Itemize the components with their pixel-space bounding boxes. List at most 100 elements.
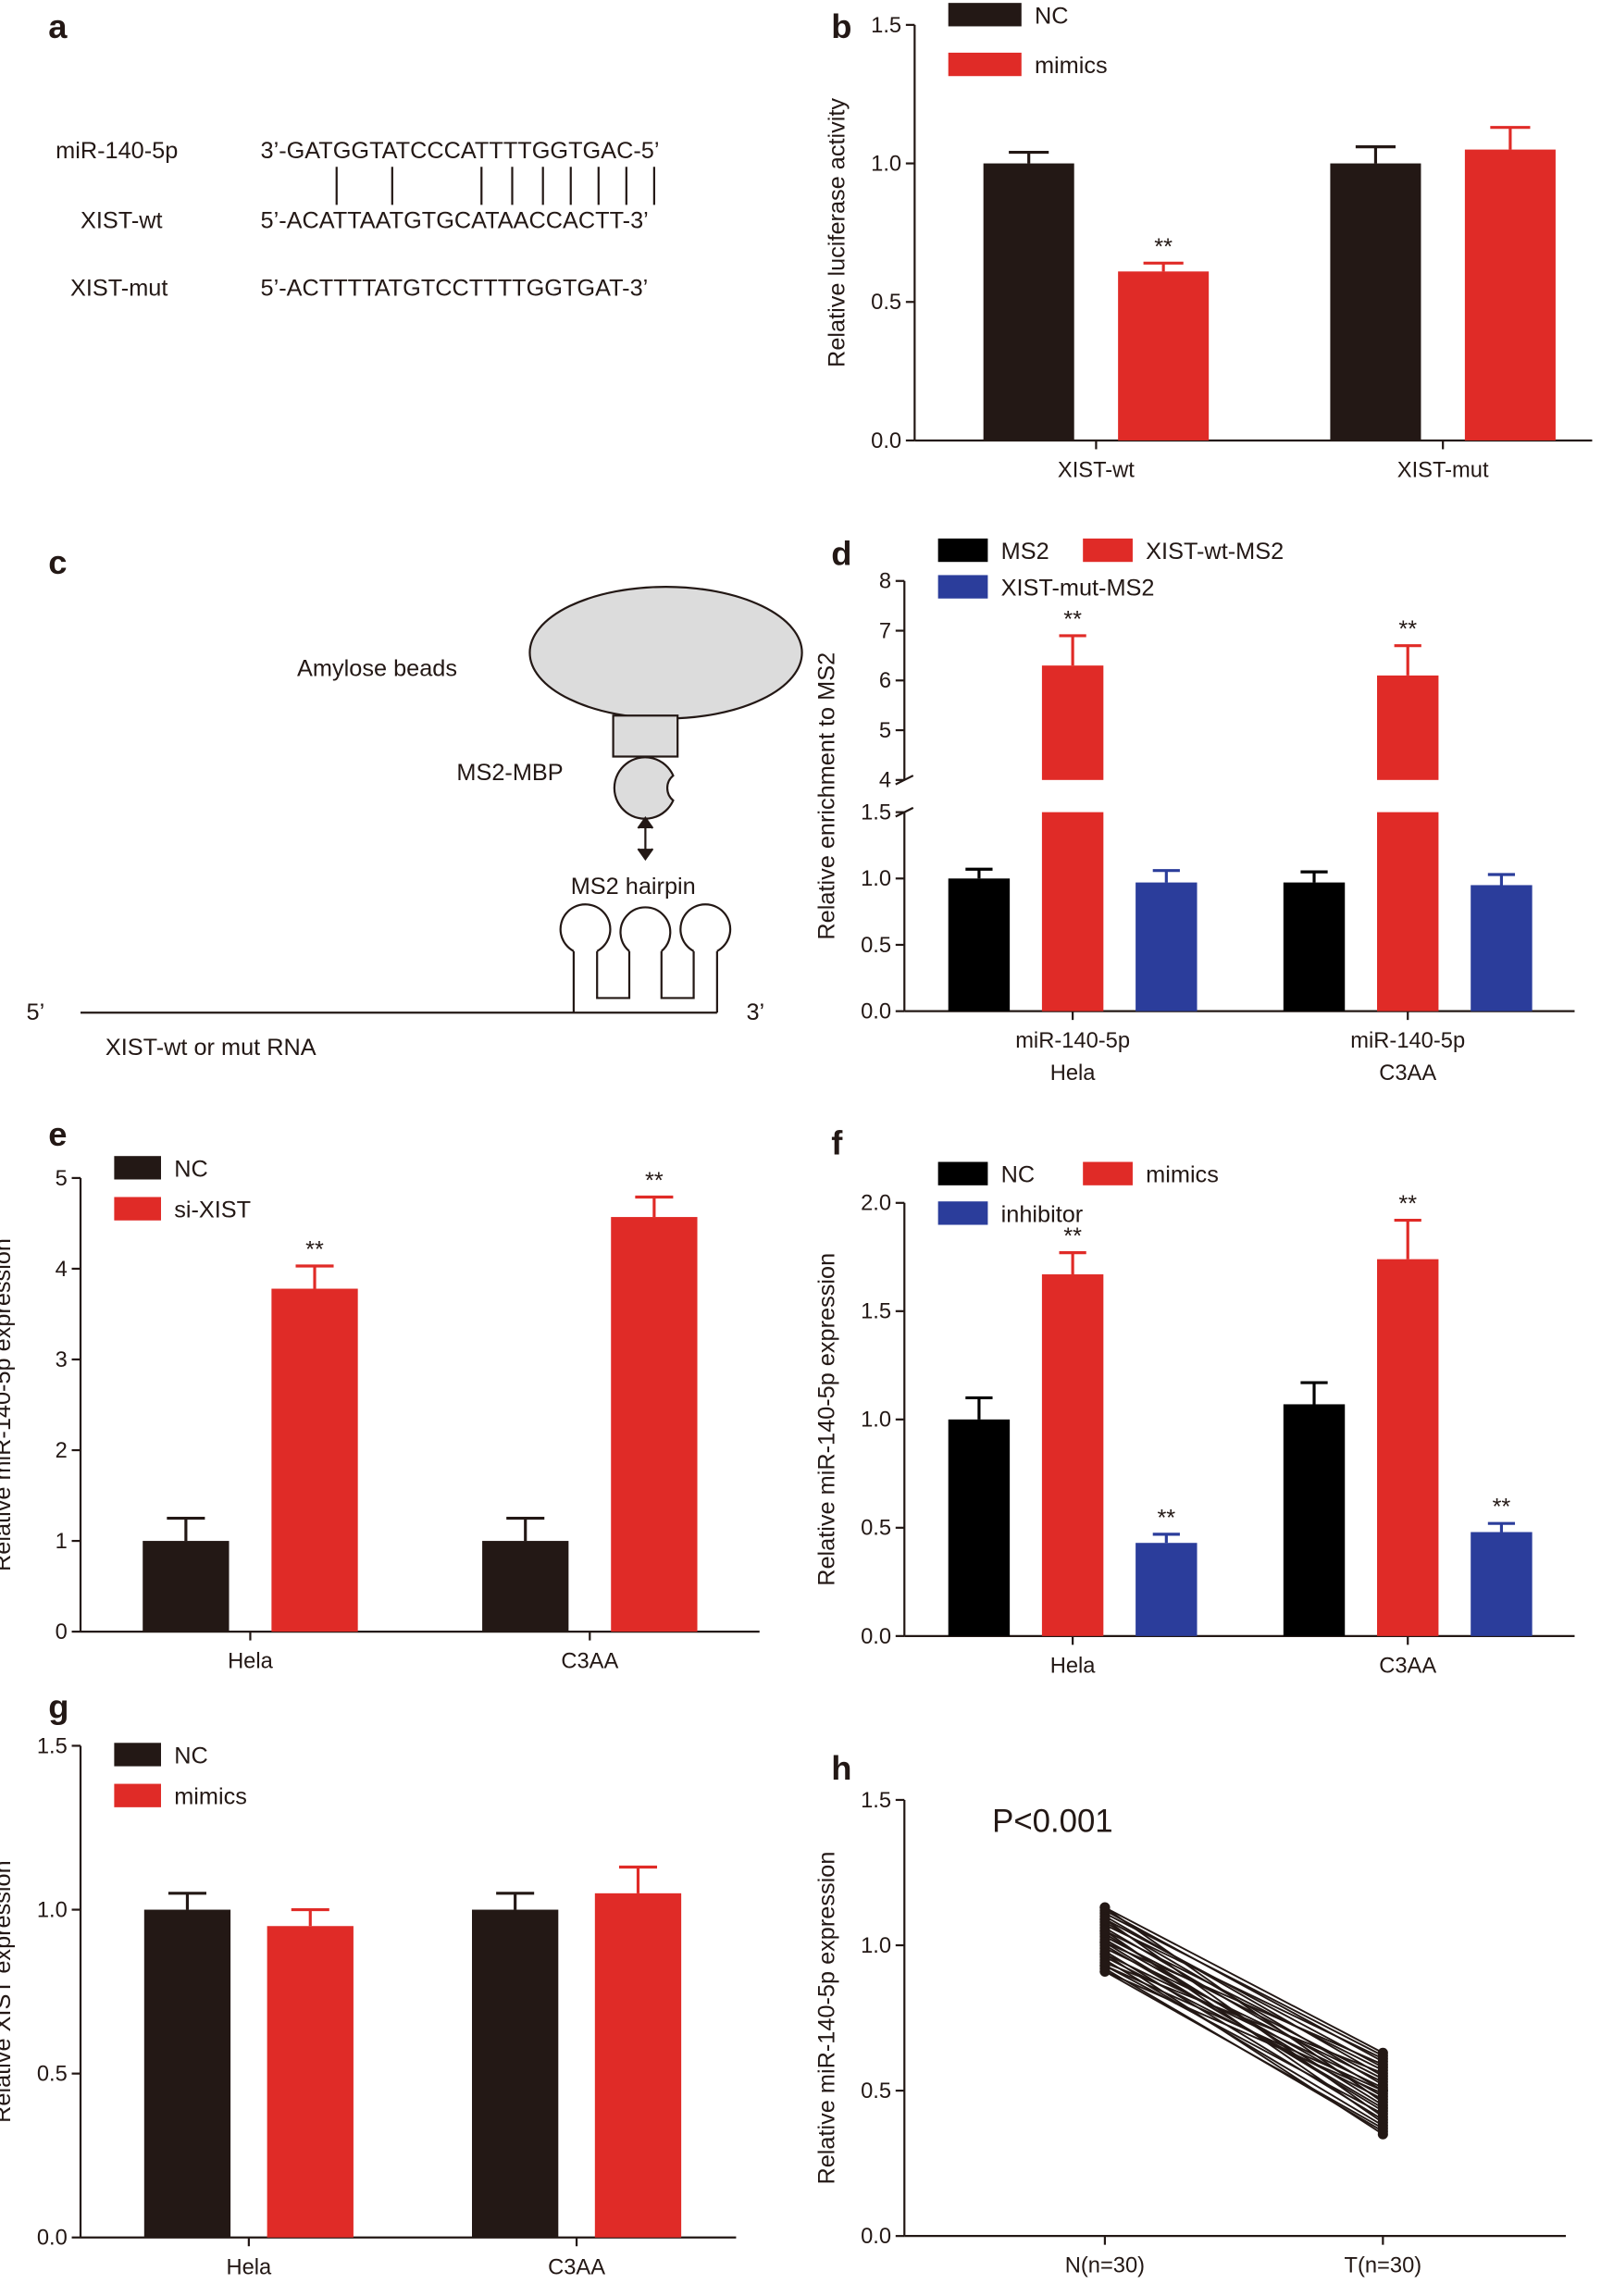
y-tick-label: 6 [879,669,891,693]
y-tick-label: 1.0 [861,1934,891,1958]
beads [528,585,803,720]
legend-swatch [948,52,1022,77]
bar [948,1419,1011,1636]
legend-swatch [114,1156,161,1180]
point [1099,1914,1111,1925]
y-tick-label: 4 [879,769,891,793]
x-tick-label: XIST-mut [1397,458,1489,482]
bar [1471,885,1533,1011]
pair-line [1104,1953,1384,2136]
hairpin-label: MS2 hairpin [571,874,696,900]
legend-label: mimics [1035,53,1108,79]
pair-line [1104,1942,1384,2112]
x-tick-label: miR-140-5p [1015,1029,1130,1053]
y-tick-label: 1.0 [37,1898,68,1922]
point [1099,1902,1111,1913]
y-axis-label: Relative miR-140-5p expression [813,1253,839,1586]
x-tick-label: N(n=30) [1065,2254,1145,2278]
pair-line [1104,1970,1384,2095]
bar [1330,163,1421,441]
point [1377,2105,1388,2116]
sequence: 5’-ACTTTTATGTCCTTTTGGTGAT-3’ [261,275,649,301]
bar [1136,1543,1198,1636]
bar [143,1541,230,1632]
pair-line [1104,1924,1384,2060]
bar [1464,149,1556,441]
x-tick-label: Hela [1050,1061,1097,1086]
legend-label: NC [174,1743,208,1769]
sequence-name: XIST-wt [81,208,163,234]
protein-label: MS2-MBP [456,760,563,786]
y-axis-label: Relative luciferase activity [824,98,850,367]
error-bar [1355,145,1396,164]
error-bar [1009,151,1049,164]
error-bar [1300,870,1328,883]
pair-line [1104,1965,1384,2116]
y-axis-label: Relative enrichment to MS2 [813,652,839,940]
y-tick-label: 0 [56,1620,68,1644]
significance: ** [305,1237,324,1263]
y-tick-label: 4 [56,1258,68,1282]
y-tick-label: 1.0 [861,867,891,891]
error-bar [168,1892,206,1910]
significance: ** [1493,1495,1511,1520]
significance: ** [1154,234,1173,260]
legend-swatch [948,3,1022,27]
bar [271,1288,358,1632]
legend-swatch [937,1201,988,1225]
bar [948,878,1011,1011]
bar [611,1217,698,1632]
bar [1283,1404,1346,1636]
error-bar [965,1396,993,1420]
y-tick-label: 0.0 [861,1625,891,1649]
y-tick-label: 5 [56,1167,68,1191]
point [1377,2085,1388,2096]
error-bar [291,1907,329,1927]
point [1377,2097,1388,2108]
panel-letter: d [831,534,851,572]
legend-swatch [937,575,988,599]
y-tick-label: 5 [879,719,891,743]
error-bar [1394,644,1421,676]
y-tick-label: 1.5 [871,14,901,38]
bar [594,1893,682,2238]
error-bar [295,1264,334,1289]
mbp-box [612,714,679,758]
legend-label: NC [174,1156,208,1182]
significance: ** [1398,1191,1417,1217]
bar [1136,882,1198,1011]
panel-letter: b [831,7,851,45]
bar [482,1541,569,1632]
legend-label: si-XIST [174,1198,251,1223]
x-tick-label: C3AA [1379,1061,1436,1086]
bar [983,163,1074,441]
error-bar [506,1516,545,1542]
pair-line [1104,1930,1384,2071]
bar [1041,1274,1104,1636]
panel-letter: c [48,543,67,581]
y-tick-label: 0.5 [37,2063,68,2087]
pair-line [1104,1906,1384,2104]
y-tick-label: 0.0 [861,2225,891,2249]
significance: ** [1063,1223,1082,1249]
bar [472,1909,559,2238]
x-tick-label: Hela [226,2255,272,2279]
point [1099,1925,1111,1936]
error-bar [635,1195,674,1218]
legend-label: NC [1001,1162,1036,1188]
error-bar [965,867,993,879]
bar [1377,1259,1439,1636]
pair-line [1104,1942,1384,2066]
error-bar [1487,873,1516,886]
annotation: P<0.001 [992,1805,1113,1840]
bar [1283,882,1346,1011]
y-tick-label: 0.0 [37,2227,68,2251]
y-tick-label: 0.5 [861,1517,891,1541]
legend-swatch [937,538,988,563]
point [1377,2123,1388,2134]
legend-label: MS2 [1001,539,1049,565]
y-tick-label: 0.5 [861,2079,891,2104]
y-tick-label: 1.5 [37,1734,68,1758]
pair-line [1104,1915,1384,2078]
